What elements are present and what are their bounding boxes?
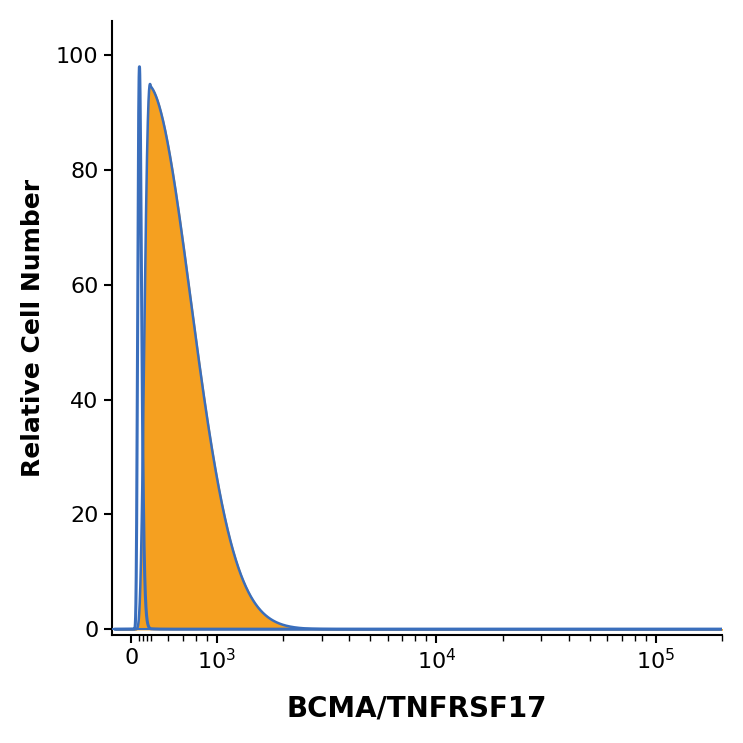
Y-axis label: Relative Cell Number: Relative Cell Number [21, 179, 45, 477]
X-axis label: BCMA/TNFRSF17: BCMA/TNFRSF17 [287, 694, 547, 722]
